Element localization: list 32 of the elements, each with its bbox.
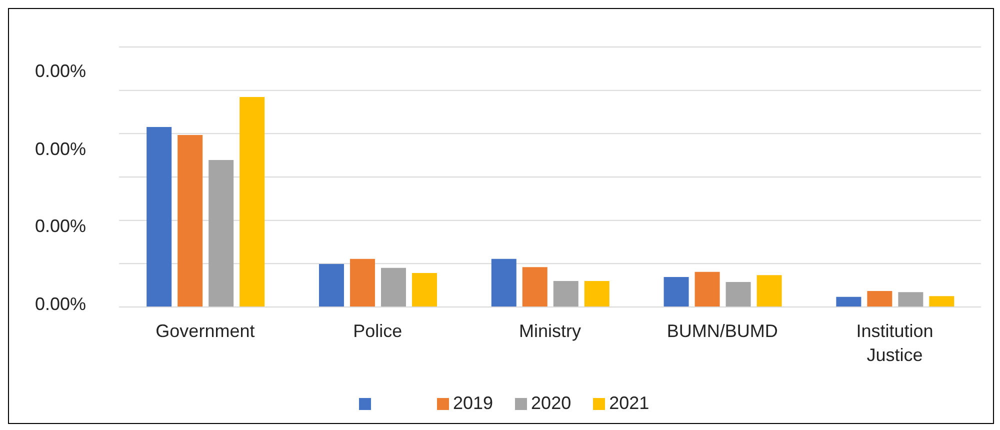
bar: [756, 275, 782, 307]
x-tick-label: Institution Justice: [856, 321, 934, 365]
bar: [694, 272, 720, 307]
text: 0.00%: [35, 138, 86, 160]
bar: [836, 296, 862, 307]
bar: [726, 282, 751, 307]
bar: [146, 127, 172, 307]
bar: [584, 280, 610, 307]
bar: [553, 280, 578, 307]
text: 0.00%: [35, 294, 86, 314]
x-tick-label: BUMN/BUMD: [666, 321, 778, 341]
x-tick-label: Government: [156, 321, 255, 341]
legend-label: 2019: [453, 393, 494, 414]
bar: [898, 292, 924, 307]
bar: [350, 258, 375, 307]
bar: [491, 258, 516, 307]
x-tick-label: Police: [353, 321, 402, 341]
bar: [867, 291, 892, 307]
bar: [318, 264, 344, 307]
bar: [522, 267, 548, 307]
bar: [380, 268, 406, 307]
legend-label: 2020: [531, 393, 572, 414]
text: 0.00%: [35, 61, 86, 82]
x-tick-label: Ministry: [519, 321, 581, 341]
bar: [178, 134, 203, 307]
bar: [929, 296, 954, 307]
legend-label: 2021: [609, 393, 650, 414]
bar: [208, 160, 234, 307]
bar: [240, 96, 265, 307]
bar: [412, 272, 437, 307]
bar: [664, 276, 689, 307]
text: 0.00%: [35, 216, 86, 237]
